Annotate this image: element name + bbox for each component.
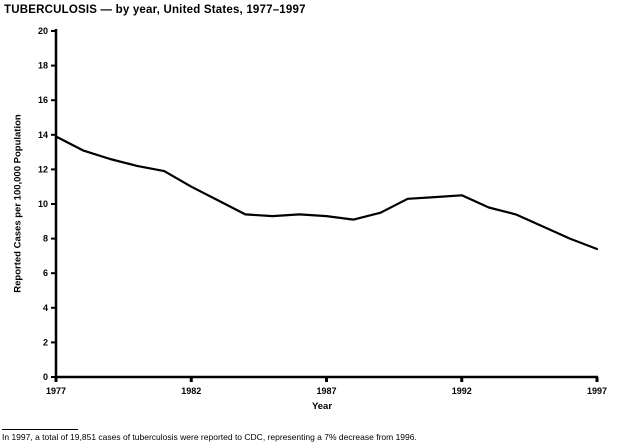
footnote-rule [2, 429, 78, 430]
y-tick-label: 16 [38, 95, 48, 105]
y-tick-label: 10 [38, 199, 48, 209]
x-tick-label: 1987 [316, 386, 336, 396]
y-tick-label: 0 [43, 372, 48, 382]
footnote-text: In 1997, a total of 19,851 cases of tube… [2, 432, 417, 442]
y-tick-label: 12 [38, 164, 48, 174]
y-axis-title: Reported Cases per 100,000 Population [12, 114, 24, 293]
y-tick-label: 20 [38, 26, 48, 36]
chart-title: TUBERCULOSIS — by year, United States, 1… [4, 4, 306, 16]
x-tick-label: 1982 [181, 386, 201, 396]
y-tick-label: 14 [38, 130, 48, 140]
y-tick-label: 6 [43, 268, 48, 278]
y-tick-label: 2 [43, 337, 48, 347]
x-tick-label: 1992 [452, 386, 472, 396]
x-tick-label: 1997 [587, 386, 607, 396]
x-axis-title: Year [311, 401, 333, 412]
y-tick-label: 18 [38, 61, 48, 71]
y-tick-label: 8 [43, 234, 48, 244]
y-tick-label: 4 [43, 303, 48, 313]
x-tick-label: 1977 [46, 386, 66, 396]
tb-rate-line [54, 135, 599, 251]
